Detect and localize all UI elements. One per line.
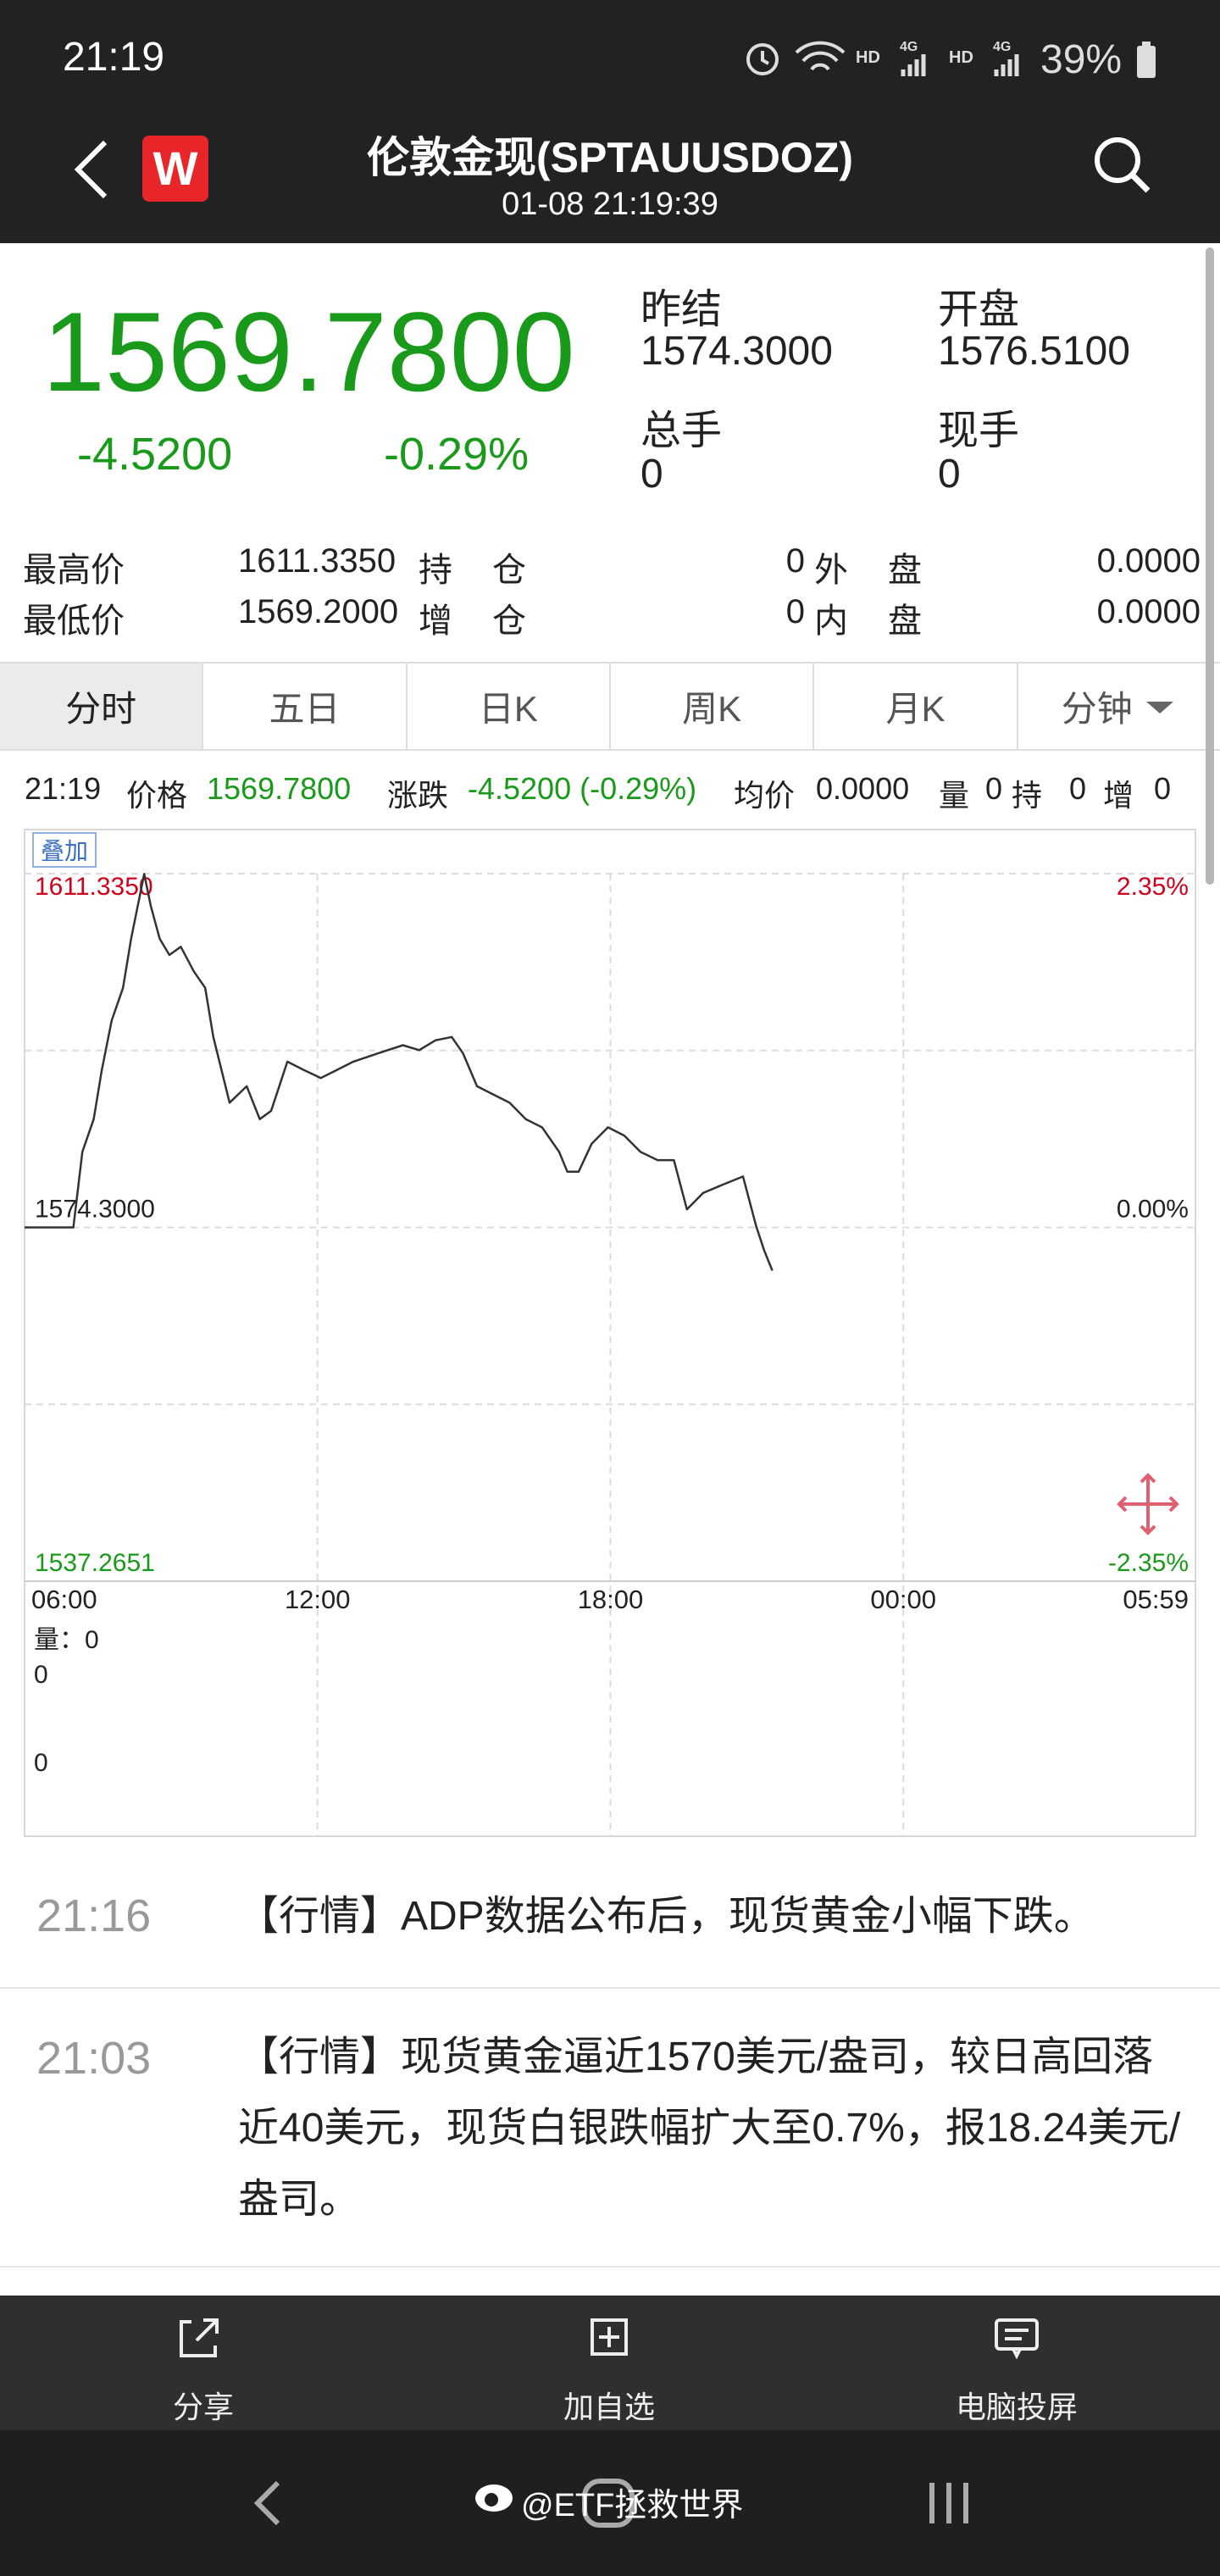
- stat-value: 0: [640, 452, 663, 497]
- stat-label: 现手: [938, 408, 1020, 453]
- status-net: 4G: [993, 40, 1011, 54]
- x-tick-label: 12:00: [285, 1585, 351, 1614]
- info-item: -4.5200 (-0.29%): [468, 771, 697, 806]
- news-text[interactable]: 【行情】现货黄金逼近1570美元/盎司，较日高回落近40美元，现货白银跌幅扩大至…: [238, 2035, 1181, 2222]
- stat-label: 总手: [640, 408, 723, 453]
- detail-cell: 内: [814, 602, 848, 640]
- volume-label: 0: [34, 1661, 48, 1689]
- news-time: 21:03: [36, 2033, 152, 2084]
- info-item: 涨跌: [387, 778, 449, 813]
- y2-tick-label: 2.35%: [1117, 873, 1189, 901]
- y-tick-label: 1574.3000: [35, 1196, 155, 1224]
- status-net: 4G: [900, 40, 918, 54]
- watermark: @ETF拯救世界: [521, 2488, 744, 2523]
- detail-cell: 0: [785, 593, 805, 630]
- news-time: 21:16: [36, 1890, 152, 1941]
- detail-cell: 持: [419, 552, 452, 589]
- info-item: 0: [985, 771, 1003, 806]
- tab[interactable]: 分时: [0, 663, 204, 749]
- detail-cell: 1611.3350: [238, 542, 396, 580]
- separator: [0, 2266, 1220, 2268]
- tab[interactable]: 分钟: [1018, 663, 1220, 749]
- info-item: 0: [1069, 771, 1087, 806]
- tab[interactable]: 月K: [814, 663, 1018, 749]
- detail-cell: 仓: [492, 552, 526, 589]
- tabs: 分时 五日 日K 周K 月K 分钟: [0, 662, 1220, 751]
- detail-cell: 盘: [888, 552, 922, 589]
- y-tick-label: 1537.2651: [35, 1549, 155, 1577]
- info-item: 持: [1012, 778, 1043, 813]
- info-item: 量: [939, 778, 970, 813]
- overlay-button[interactable]: 叠加: [32, 832, 97, 868]
- toolbar-button[interactable]: 电脑投屏: [955, 2390, 1078, 2424]
- detail-cell: 增: [419, 602, 452, 640]
- nav-buttons: [253, 2479, 968, 2528]
- y-tick-label: 1611.3350: [35, 873, 153, 901]
- x-tick-label: 18:00: [578, 1585, 644, 1614]
- x-tick-label: 06:00: [31, 1585, 97, 1614]
- price-line: [25, 873, 774, 1271]
- tab-label: 分钟: [1061, 689, 1133, 729]
- app-logo: W: [142, 136, 208, 202]
- detail-cell: 最高价: [23, 552, 125, 589]
- tab[interactable]: 日K: [408, 663, 611, 749]
- volume-label: 0: [34, 1749, 48, 1777]
- nav-bar: [0, 2430, 1220, 2576]
- tab[interactable]: 周K: [611, 663, 815, 749]
- last-price: 1569.7800: [42, 290, 575, 415]
- stat-label: 昨结: [640, 287, 723, 332]
- status-time: 21:19: [63, 35, 165, 80]
- toolbar-button[interactable]: 分享: [172, 2390, 234, 2424]
- detail-cell: 外: [814, 552, 848, 589]
- info-item: 0: [1154, 771, 1172, 806]
- scrollbar: [1206, 247, 1214, 885]
- detail-cell: 0: [785, 542, 805, 580]
- stat-value: 1574.3000: [640, 329, 833, 374]
- stat-value: 0: [938, 452, 961, 497]
- info-item: 价格: [126, 778, 188, 813]
- search-button[interactable]: [1089, 131, 1156, 199]
- move-icon: [1117, 1473, 1179, 1535]
- status-net: HD: [949, 48, 973, 67]
- detail-cell: 0.0000: [1096, 593, 1201, 630]
- detail-cell: 盘: [888, 602, 922, 640]
- status-net: HD: [856, 48, 880, 67]
- status-icons: HD 4G HD 4G 39%: [746, 37, 1156, 82]
- news-text[interactable]: 【行情】ADP数据公布后，现货黄金小幅下跌。: [238, 1894, 1095, 1939]
- x-tick-label: 00:00: [870, 1585, 936, 1614]
- y2-tick-label: 0.00%: [1117, 1196, 1189, 1224]
- volume-title: 量：0: [34, 1626, 99, 1654]
- back-button[interactable]: [68, 136, 119, 203]
- toolbar-icons: [180, 2318, 1039, 2360]
- info-item: 21:19: [25, 771, 102, 806]
- detail-cell: 仓: [492, 602, 526, 640]
- stat-value: 1576.5100: [938, 329, 1130, 374]
- detail-cell: 1569.2000: [238, 593, 399, 630]
- detail-cell: 最低价: [23, 602, 125, 640]
- header-subtitle: 01-08 21:19:39: [502, 186, 718, 222]
- chart-frame: [24, 829, 1196, 1837]
- toolbar: [0, 2296, 1220, 2430]
- tab[interactable]: 五日: [203, 663, 408, 749]
- detail-cell: 0.0000: [1096, 542, 1201, 580]
- separator: [0, 1987, 1220, 1989]
- price-change: -4.5200: [77, 429, 233, 480]
- info-item: 增: [1103, 778, 1134, 813]
- status-battery: 39%: [1040, 37, 1122, 82]
- info-item: 1569.7800: [207, 771, 352, 806]
- stat-label: 开盘: [938, 287, 1020, 332]
- info-item: 0.0000: [816, 771, 910, 806]
- price-change-pct: -0.29%: [384, 429, 530, 480]
- y2-tick-label: -2.35%: [1108, 1549, 1189, 1577]
- top-bar: [0, 0, 1220, 243]
- toolbar-button[interactable]: 加自选: [563, 2390, 655, 2424]
- dropdown-arrow: [1145, 701, 1173, 713]
- x-tick-label: 05:59: [1123, 1585, 1189, 1614]
- header-title: 伦敦金现(SPTAUUSDOZ): [366, 134, 854, 181]
- info-item: 均价: [734, 778, 796, 813]
